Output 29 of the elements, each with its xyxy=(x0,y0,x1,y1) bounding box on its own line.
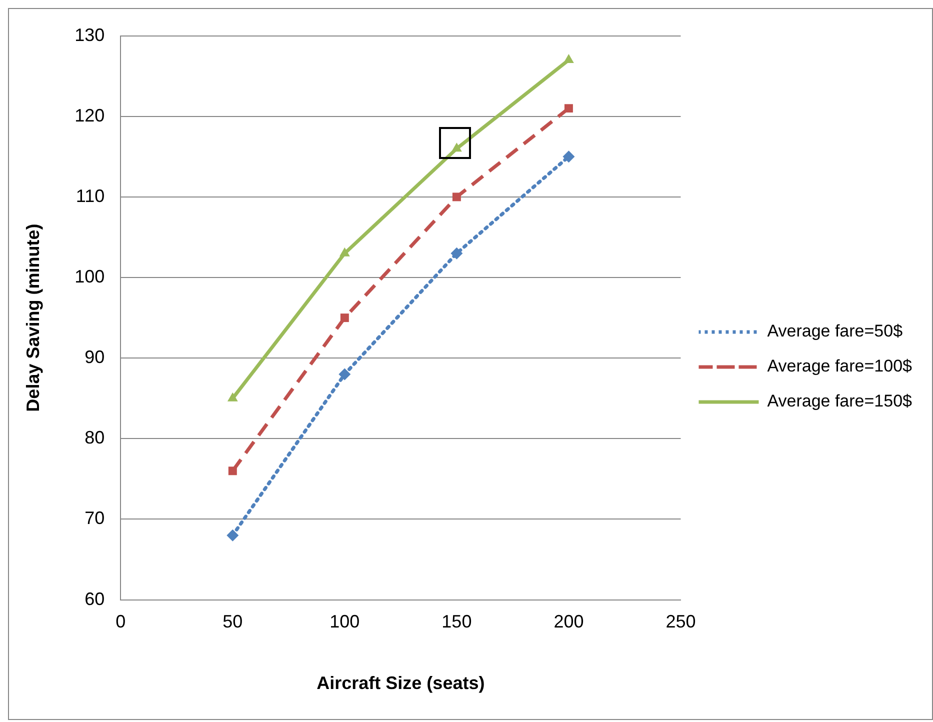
legend-label: Average fare=100$ xyxy=(767,356,913,376)
y-tick-label: 130 xyxy=(74,24,105,45)
point xyxy=(338,368,351,380)
x-tick-label: 100 xyxy=(330,612,360,632)
y-tick-label: 70 xyxy=(84,508,105,528)
point xyxy=(562,150,575,163)
y-tick-label: 100 xyxy=(74,266,105,286)
legend-label: Average fare=150$ xyxy=(767,392,913,411)
y-tick-label: 80 xyxy=(84,428,105,448)
y-tick-label: 90 xyxy=(84,347,105,368)
x-tick-label: 200 xyxy=(554,612,584,632)
point xyxy=(564,54,574,63)
x-tick-label: 150 xyxy=(442,612,472,632)
point xyxy=(339,247,350,256)
point xyxy=(450,247,463,260)
x-tick-label: 250 xyxy=(666,612,696,632)
x-tick-label: 50 xyxy=(222,612,243,632)
point xyxy=(340,314,349,322)
point xyxy=(564,104,573,113)
x-tick-label: 0 xyxy=(116,612,126,632)
y-tick-label: 120 xyxy=(74,105,105,126)
y-tick-label: 60 xyxy=(84,588,105,609)
point xyxy=(452,192,461,202)
legend-label: Average fare=50$ xyxy=(767,322,904,341)
x-axis-title: Aircraft Size (seats) xyxy=(316,673,485,694)
point xyxy=(226,529,239,542)
y-axis-title: Delay Saving (minute) xyxy=(22,224,43,412)
point xyxy=(228,466,237,476)
y-tick-label: 110 xyxy=(76,186,105,206)
